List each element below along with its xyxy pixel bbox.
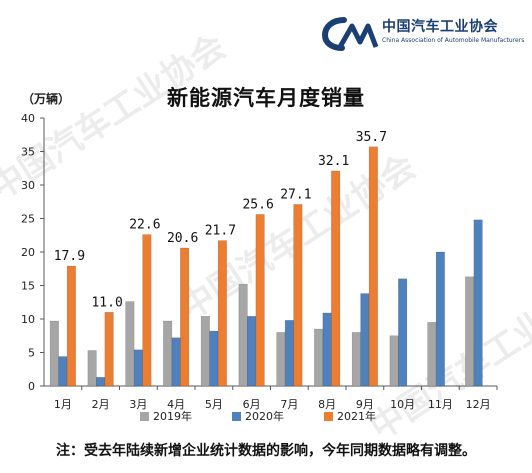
y-tick-label: 15 bbox=[21, 280, 35, 293]
bar-2019年 bbox=[427, 322, 437, 387]
data-label: 25.6 bbox=[242, 197, 273, 212]
legend-label: 2019年 bbox=[153, 409, 192, 423]
x-tick-label: 8月 bbox=[318, 398, 336, 411]
logo-name-en: China Association of Automobile Manufact… bbox=[382, 37, 525, 44]
bar-2020年 bbox=[133, 349, 143, 387]
y-tick-label: 25 bbox=[21, 213, 35, 226]
bar-2020年 bbox=[171, 337, 181, 387]
x-tick-label: 1月 bbox=[54, 398, 72, 411]
chart-title: 新能源汽车月度销量 bbox=[167, 86, 365, 110]
bar-2019年 bbox=[200, 316, 210, 387]
legend-label: 2021年 bbox=[337, 409, 376, 423]
data-label: 35.7 bbox=[356, 130, 387, 145]
bar-2020年 bbox=[322, 312, 332, 387]
x-tick-label: 10月 bbox=[390, 398, 415, 411]
y-tick-label: 20 bbox=[21, 246, 35, 259]
bar-2020年 bbox=[96, 377, 106, 387]
bar-2020年 bbox=[473, 219, 483, 387]
bar-2020年 bbox=[247, 316, 257, 387]
x-tick-label: 7月 bbox=[280, 398, 298, 411]
bar-2019年 bbox=[389, 335, 399, 387]
legend-swatch-2021年 bbox=[324, 412, 333, 421]
bar-2019年 bbox=[163, 320, 173, 387]
bar-2021年 bbox=[217, 240, 227, 387]
bar-2020年 bbox=[209, 330, 219, 387]
legend-swatch-2020年 bbox=[232, 412, 241, 421]
y-tick-label: 30 bbox=[21, 179, 35, 192]
x-tick-label: 9月 bbox=[356, 398, 374, 411]
caam-logo: 中国汽车工业协会 China Association of Automobile… bbox=[322, 12, 525, 58]
x-tick-label: 12月 bbox=[466, 398, 491, 411]
data-label: 11.0 bbox=[91, 295, 122, 310]
x-tick-label: 4月 bbox=[167, 398, 185, 411]
bar-2019年 bbox=[314, 328, 324, 387]
y-tick-label: 35 bbox=[21, 146, 35, 159]
caam-logo-icon bbox=[322, 17, 379, 51]
bar-2019年 bbox=[238, 283, 248, 387]
data-label: 17.9 bbox=[54, 249, 85, 264]
legend-label: 2020年 bbox=[245, 409, 284, 423]
bar-2019年 bbox=[87, 350, 97, 387]
bar-2020年 bbox=[58, 356, 68, 387]
bar-2020年 bbox=[435, 251, 445, 387]
bar-2020年 bbox=[360, 293, 370, 387]
bar-2020年 bbox=[398, 278, 408, 387]
x-tick-label: 3月 bbox=[129, 398, 147, 411]
bar-2021年 bbox=[180, 247, 190, 387]
bar-2019年 bbox=[351, 332, 361, 387]
bar-2019年 bbox=[465, 276, 475, 387]
bar-2021年 bbox=[331, 170, 341, 387]
legend-swatch-2019年 bbox=[140, 412, 149, 421]
y-tick-label: 5 bbox=[28, 347, 35, 360]
data-label: 22.6 bbox=[129, 218, 160, 233]
x-tick-label: 2月 bbox=[92, 398, 110, 411]
x-tick-label: 5月 bbox=[205, 398, 223, 411]
data-label: 27.1 bbox=[280, 187, 311, 202]
bar-2021年 bbox=[368, 146, 378, 387]
x-tick-label: 11月 bbox=[428, 398, 453, 411]
x-tick-label: 6月 bbox=[243, 398, 261, 411]
bar-2019年 bbox=[276, 332, 286, 387]
data-label: 20.6 bbox=[167, 231, 198, 246]
y-tick-label: 0 bbox=[28, 380, 35, 393]
data-label: 32.1 bbox=[318, 154, 349, 169]
bar-2021年 bbox=[142, 234, 152, 387]
bar-2020年 bbox=[284, 320, 294, 387]
bar-2021年 bbox=[255, 214, 265, 387]
y-tick-label: 10 bbox=[21, 313, 35, 326]
y-axis-unit: （万辆） bbox=[22, 92, 71, 106]
data-label: 21.7 bbox=[205, 224, 236, 239]
bar-2021年 bbox=[66, 265, 76, 387]
y-tick-label: 40 bbox=[21, 112, 35, 125]
footnote: 注：受去年陆续新增企业统计数据的影响，今年同期数据略有调整。 bbox=[56, 443, 476, 459]
bar-2021年 bbox=[293, 204, 303, 387]
logo-name-cn: 中国汽车工业协会 bbox=[382, 19, 498, 35]
bar-2019年 bbox=[49, 320, 59, 387]
bar-2021年 bbox=[104, 312, 114, 387]
bar-2019年 bbox=[125, 301, 135, 387]
